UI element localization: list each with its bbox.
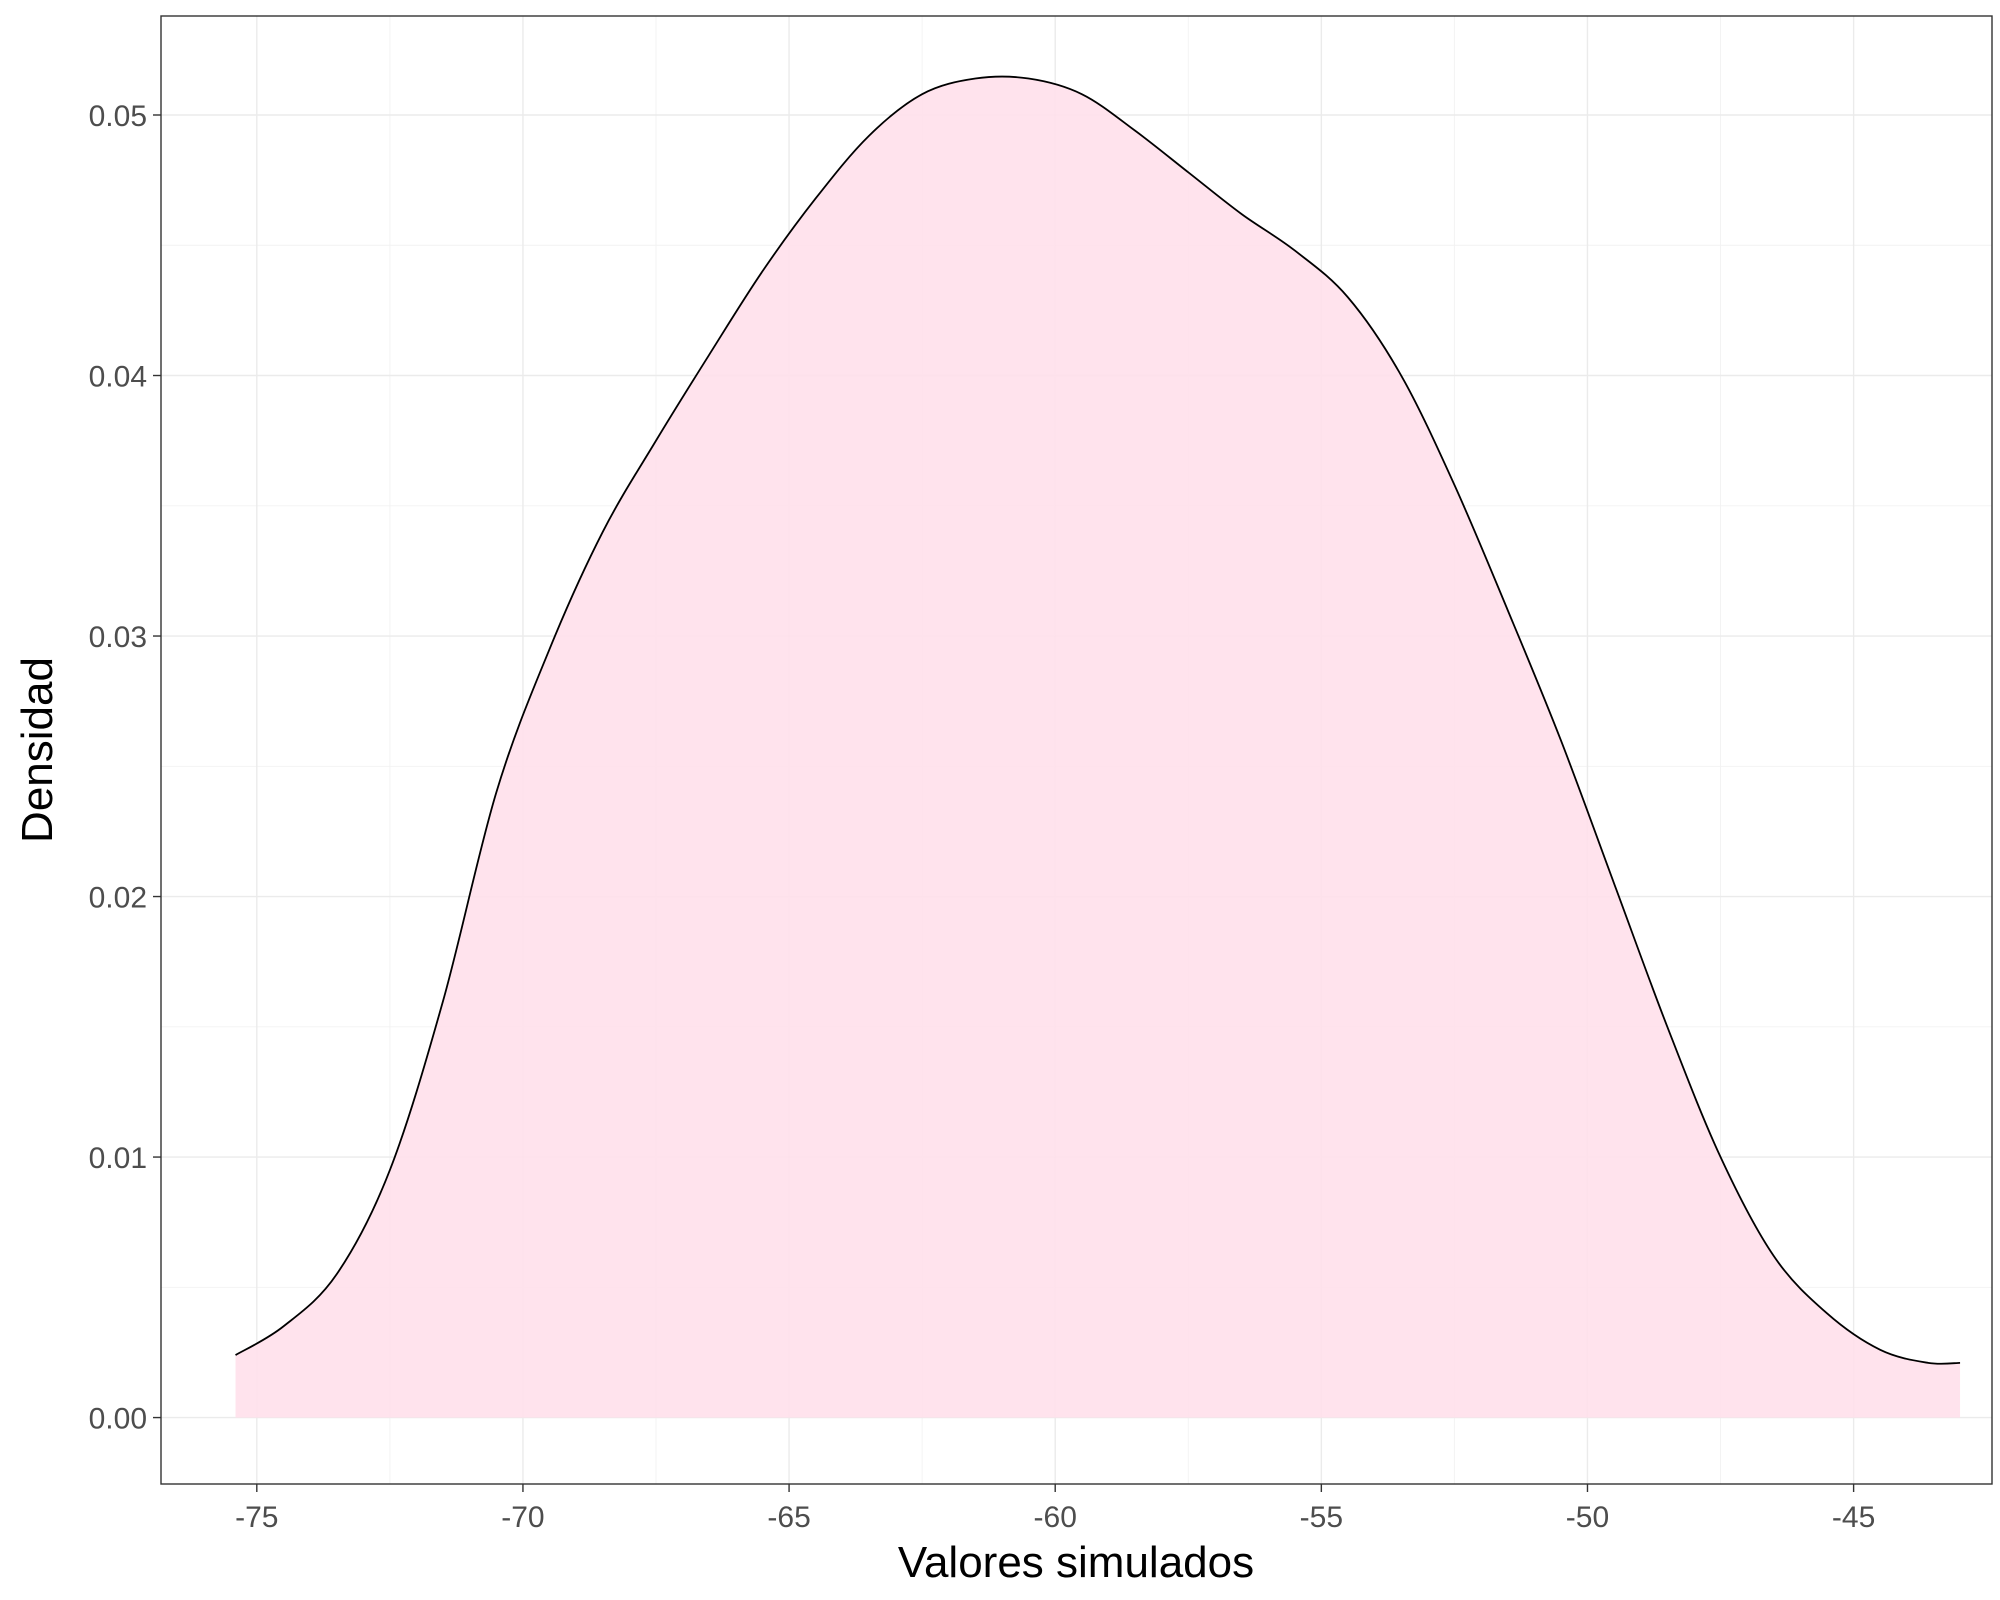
x-tick-label: -45 bbox=[1832, 1501, 1875, 1534]
y-tick-label: 0.03 bbox=[89, 621, 147, 654]
x-tick-label: -65 bbox=[767, 1501, 810, 1534]
y-tick-label: 0.04 bbox=[89, 361, 147, 394]
density-fill bbox=[235, 76, 1961, 1418]
x-axis-title: Valores simulados bbox=[898, 1538, 1254, 1587]
y-tick-label: 0.05 bbox=[89, 100, 147, 133]
x-tick-label: -70 bbox=[501, 1501, 544, 1534]
y-tick-label: 0.02 bbox=[89, 882, 147, 915]
x-tick-label: -55 bbox=[1300, 1501, 1343, 1534]
density-area bbox=[235, 75, 1961, 1418]
y-tick-label: 0.00 bbox=[89, 1403, 147, 1436]
x-tick-label: -50 bbox=[1566, 1501, 1609, 1534]
axis-ticks: -75 -70 -65 -60 -55 -50 -45 0.00 0.01 0.02 0.03 0.0… bbox=[89, 100, 1876, 1534]
density-curve bbox=[235, 75, 1961, 1365]
x-tick-label: -75 bbox=[235, 1501, 278, 1534]
y-axis-title: Densidad bbox=[13, 657, 62, 843]
y-tick-label: 0.01 bbox=[89, 1142, 147, 1175]
panel-border bbox=[160, 15, 1993, 1485]
x-tick-label: -60 bbox=[1034, 1501, 1077, 1534]
